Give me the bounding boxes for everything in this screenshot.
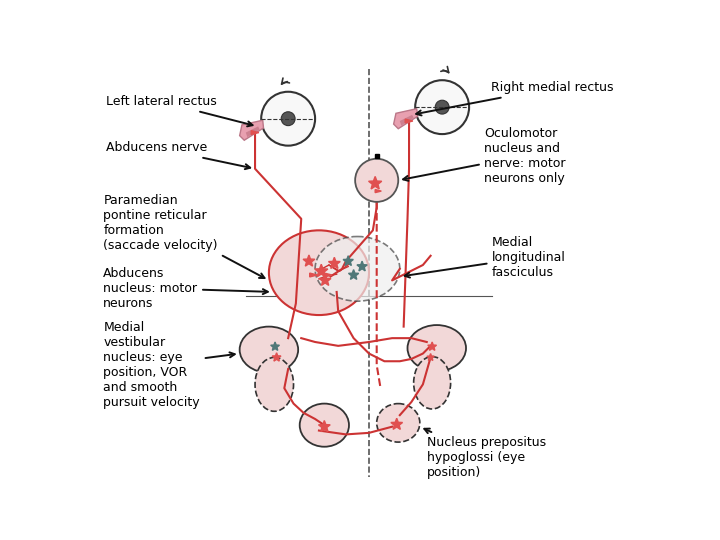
Ellipse shape — [408, 325, 466, 372]
Polygon shape — [405, 119, 413, 123]
Polygon shape — [310, 273, 318, 277]
Polygon shape — [391, 418, 402, 429]
Circle shape — [435, 100, 449, 114]
Polygon shape — [400, 115, 414, 126]
Ellipse shape — [414, 356, 451, 409]
Ellipse shape — [240, 327, 298, 373]
Text: Medial
vestibular
nucleus: eye
position, VOR
and smooth
pursuit velocity: Medial vestibular nucleus: eye position,… — [104, 321, 235, 409]
Polygon shape — [427, 354, 434, 361]
Polygon shape — [328, 257, 341, 268]
Polygon shape — [272, 353, 281, 361]
Polygon shape — [394, 109, 418, 129]
Ellipse shape — [300, 403, 349, 447]
Circle shape — [415, 80, 469, 134]
Circle shape — [261, 92, 315, 146]
Polygon shape — [271, 342, 279, 350]
Polygon shape — [324, 273, 332, 277]
Polygon shape — [343, 256, 354, 266]
Text: Abducens
nucleus: motor
neurons: Abducens nucleus: motor neurons — [104, 267, 268, 309]
Polygon shape — [375, 190, 382, 193]
Ellipse shape — [269, 231, 369, 315]
Polygon shape — [357, 261, 367, 271]
Text: Right medial rectus: Right medial rectus — [416, 82, 613, 116]
Polygon shape — [318, 421, 330, 431]
Ellipse shape — [377, 403, 420, 442]
Polygon shape — [348, 269, 359, 279]
Polygon shape — [315, 264, 328, 277]
Polygon shape — [246, 126, 260, 137]
Text: Medial
longitudinal
fasciculus: Medial longitudinal fasciculus — [405, 236, 566, 279]
Text: Abducens nerve: Abducens nerve — [106, 141, 250, 169]
Polygon shape — [319, 274, 331, 285]
Circle shape — [355, 159, 398, 202]
Polygon shape — [251, 131, 259, 134]
Polygon shape — [369, 177, 382, 189]
Ellipse shape — [315, 237, 400, 301]
Text: Left lateral rectus: Left lateral rectus — [106, 95, 253, 126]
Polygon shape — [240, 120, 264, 140]
Text: Oculomotor
nucleus and
nerve: motor
neurons only: Oculomotor nucleus and nerve: motor neur… — [403, 127, 566, 185]
Circle shape — [282, 112, 295, 126]
Text: Nucleus prepositus
hypoglossi (eye
position): Nucleus prepositus hypoglossi (eye posit… — [424, 429, 546, 479]
Polygon shape — [428, 342, 436, 350]
Text: Paramedian
pontine reticular
formation
(saccade velocity): Paramedian pontine reticular formation (… — [104, 194, 264, 278]
Polygon shape — [303, 255, 315, 266]
Ellipse shape — [255, 357, 294, 411]
